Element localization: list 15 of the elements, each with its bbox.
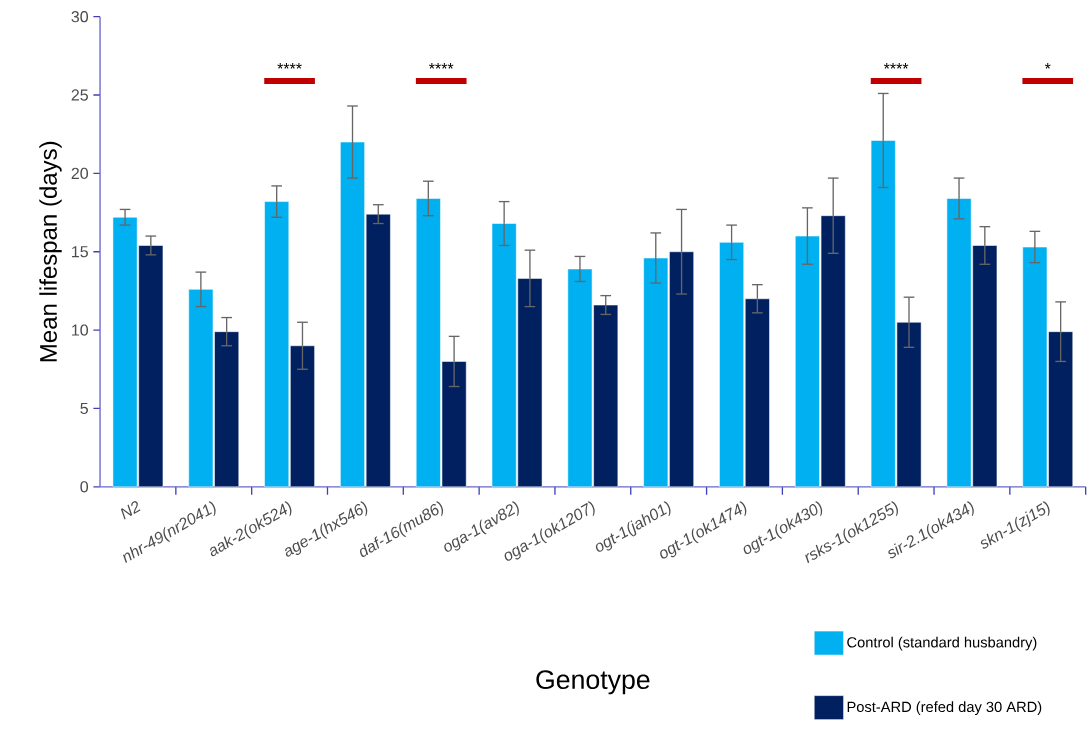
y-tick-label: 10: [72, 324, 89, 336]
x-axis-title: Genotype: [536, 670, 650, 695]
y-tick-label: 15: [72, 246, 88, 258]
y-tick-label: 5: [80, 403, 88, 415]
y-tick-label: 30: [71, 11, 89, 23]
annotation: ****: [883, 63, 909, 69]
annotation: ****: [277, 63, 302, 69]
annotation: *: [1044, 63, 1051, 69]
y-tick-label: 0: [80, 481, 89, 493]
legend-label: Control (standard husbandry): [847, 636, 1037, 651]
y-tick-label: 25: [71, 89, 88, 101]
y-tick-label: 20: [71, 167, 89, 180]
y-axis-title: Mean lifespan (days): [39, 142, 62, 362]
legend-label: Post-ARD (refed day 30 ARD): [847, 701, 1042, 716]
annotation: ****: [429, 63, 454, 69]
